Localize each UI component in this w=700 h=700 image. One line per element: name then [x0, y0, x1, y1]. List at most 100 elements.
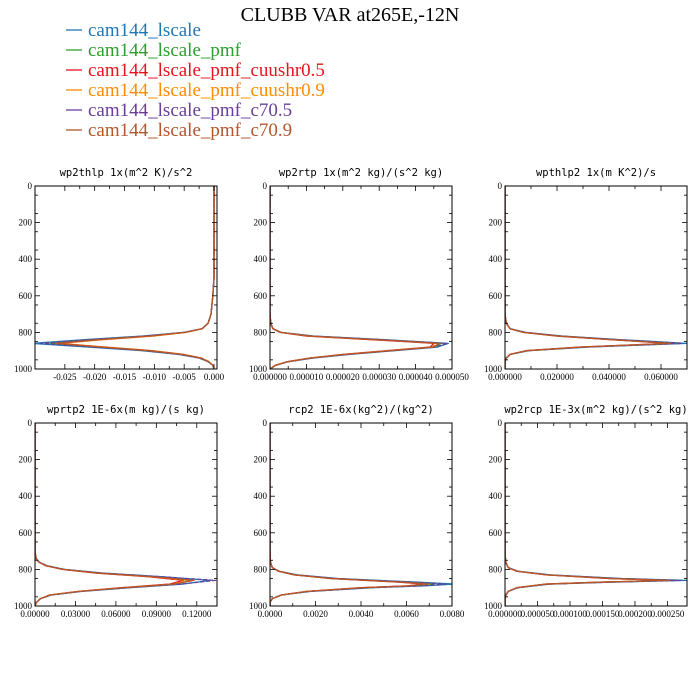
plot-frame — [34, 185, 218, 370]
legend-label: cam144_lscale_pmf_cuushr0.5 — [88, 60, 325, 81]
x-tick-label: 0.040000 — [592, 372, 626, 382]
y-tick-label: 200 — [254, 455, 268, 465]
chart-panel: wprtp2 1E-6x(m kg)/(s kg) 0 200 400 600 800 10… — [14, 404, 218, 619]
y-tick-label: 1000 — [249, 364, 268, 374]
series-line-cam144_lscale_pmf_c70.5 — [505, 423, 682, 606]
x-tick-label: 0.000000 — [488, 609, 522, 619]
y-tick-label: 0 — [28, 418, 33, 428]
series-group — [35, 423, 217, 606]
panel-title: wp2rtp 1x(m^2 kg)/(s^2 kg) — [279, 167, 443, 179]
x-tick-label: 0.000 — [204, 372, 225, 382]
series-group — [505, 186, 687, 369]
panel-title: wp2thlp 1x(m^2 K)/s^2 — [60, 167, 193, 179]
y-tick-label: 600 — [489, 291, 503, 301]
x-tick-label: 0.000020 — [326, 372, 360, 382]
y-tick-label: 0 — [263, 418, 268, 428]
y-tick-label: 200 — [489, 455, 503, 465]
series-line-cam144_lscale_pmf_c70.9 — [35, 423, 195, 606]
x-tick-label: 0.0000 — [258, 609, 283, 619]
panel-title: wprtp2 1E-6x(m kg)/(s kg) — [47, 404, 205, 416]
series-line-cam144_lscale_pmf_c70.9 — [505, 186, 671, 369]
series-line-cam144_lscale_pmf_c70.5 — [35, 423, 217, 606]
figure-title: CLUBB VAR at265E,-12N — [241, 4, 460, 26]
x-tick-label: 0.03000 — [61, 609, 91, 619]
y-tick-label: 1000 — [249, 601, 268, 611]
x-tick-label: 0.000100 — [553, 609, 587, 619]
x-tick-label: -0.015 — [113, 372, 137, 382]
series-group — [270, 423, 452, 606]
legend: cam144_lscalecam144_lscale_pmfcam144_lsc… — [66, 20, 325, 141]
series-group — [505, 423, 687, 606]
series-group — [35, 186, 215, 369]
series-line-cam144_lscale_pmf_c70.5 — [270, 423, 446, 606]
y-tick-label: 200 — [489, 218, 503, 228]
legend-label: cam144_lscale_pmf_c70.9 — [88, 120, 292, 141]
panel-title: rcp2 1E-6x(kg^2)/(kg^2) — [288, 404, 433, 416]
x-tick-label: -0.010 — [143, 372, 167, 382]
y-tick-label: 400 — [489, 254, 503, 264]
y-tick-label: 1000 — [14, 601, 33, 611]
y-tick-label: 0 — [498, 181, 503, 191]
chart-panel: rcp2 1E-6x(kg^2)/(kg^2) 0 200 400 600 800 1000… — [249, 404, 465, 619]
x-tick-label: 0.000200 — [618, 609, 652, 619]
series-line-cam144_lscale_pmf_cuushr0.9 — [505, 423, 672, 606]
x-tick-label: 0.0020 — [303, 609, 328, 619]
legend-label: cam144_lscale_pmf — [88, 40, 242, 61]
series-group — [270, 186, 450, 369]
series-line-cam144_lscale_pmf_c70.9 — [270, 186, 440, 369]
panel-title: wp2rcp 1E-3x(m^2 kg)/(s^2 kg) — [504, 404, 687, 416]
y-tick-label: 400 — [489, 491, 503, 501]
y-tick-label: 600 — [19, 291, 33, 301]
legend-label: cam144_lscale_pmf_c70.5 — [88, 100, 292, 121]
y-tick-label: 800 — [19, 564, 33, 574]
y-tick-label: 800 — [254, 564, 268, 574]
series-line-cam144_lscale_pmf_c70.9 — [505, 423, 670, 606]
x-tick-label: 0.12000 — [182, 609, 212, 619]
chart-panel: wp2rtp 1x(m^2 kg)/(s^2 kg) 0 200 400 600 800 1… — [249, 167, 469, 382]
panel-title: wpthlp2 1x(m K^2)/s — [536, 167, 656, 179]
series-line-cam144_lscale_pmf_cuushr0.5 — [35, 423, 184, 606]
series-line-cam144_lscale — [35, 423, 211, 606]
chart-panel: wp2thlp 1x(m^2 K)/s^2 0 200 400 600 800 1000 -0… — [14, 167, 225, 382]
y-tick-label: 0 — [28, 181, 33, 191]
x-tick-label: 0.000250 — [651, 609, 685, 619]
x-tick-label: 0.06000 — [101, 609, 131, 619]
x-tick-label: 0.0080 — [440, 609, 465, 619]
series-line-cam144_lscale_pmf_cuushr0.9 — [61, 186, 215, 369]
y-tick-label: 800 — [19, 327, 33, 337]
y-tick-label: 1000 — [484, 601, 503, 611]
series-line-cam144_lscale_pmf_cuushr0.9 — [35, 423, 188, 606]
plot-frame — [269, 422, 453, 607]
plot-frame — [504, 422, 688, 607]
y-tick-label: 200 — [254, 218, 268, 228]
y-tick-label: 600 — [254, 528, 268, 538]
y-tick-label: 0 — [498, 418, 503, 428]
series-line-cam144_lscale_pmf — [505, 423, 676, 606]
x-tick-label: 0.000010 — [290, 372, 324, 382]
y-tick-label: 800 — [489, 564, 503, 574]
x-tick-label: 0.000050 — [435, 372, 469, 382]
x-tick-label: 0.000000 — [488, 372, 522, 382]
y-tick-label: 400 — [254, 254, 268, 264]
x-tick-label: 0.000050 — [521, 609, 555, 619]
y-tick-label: 1000 — [484, 364, 503, 374]
y-tick-label: 0 — [263, 181, 268, 191]
x-tick-label: 0.000150 — [586, 609, 620, 619]
y-tick-label: 800 — [254, 327, 268, 337]
y-tick-label: 200 — [19, 218, 33, 228]
x-tick-label: 0.020000 — [540, 372, 574, 382]
y-tick-label: 400 — [19, 254, 33, 264]
y-tick-label: 600 — [19, 528, 33, 538]
series-line-cam144_lscale_pmf_c70.9 — [55, 186, 215, 369]
y-tick-label: 800 — [489, 327, 503, 337]
legend-label: cam144_lscale_pmf_cuushr0.9 — [88, 80, 325, 101]
x-tick-label: 0.060000 — [644, 372, 678, 382]
series-line-cam144_lscale — [270, 186, 450, 369]
y-tick-label: 400 — [19, 491, 33, 501]
y-tick-label: 600 — [254, 291, 268, 301]
series-line-cam144_lscale_pmf_c70.9 — [270, 423, 428, 606]
chart-panel: wpthlp2 1x(m K^2)/s 0 200 400 600 800 10000.00… — [484, 167, 688, 382]
y-tick-label: 400 — [254, 491, 268, 501]
x-tick-label: -0.025 — [53, 372, 77, 382]
